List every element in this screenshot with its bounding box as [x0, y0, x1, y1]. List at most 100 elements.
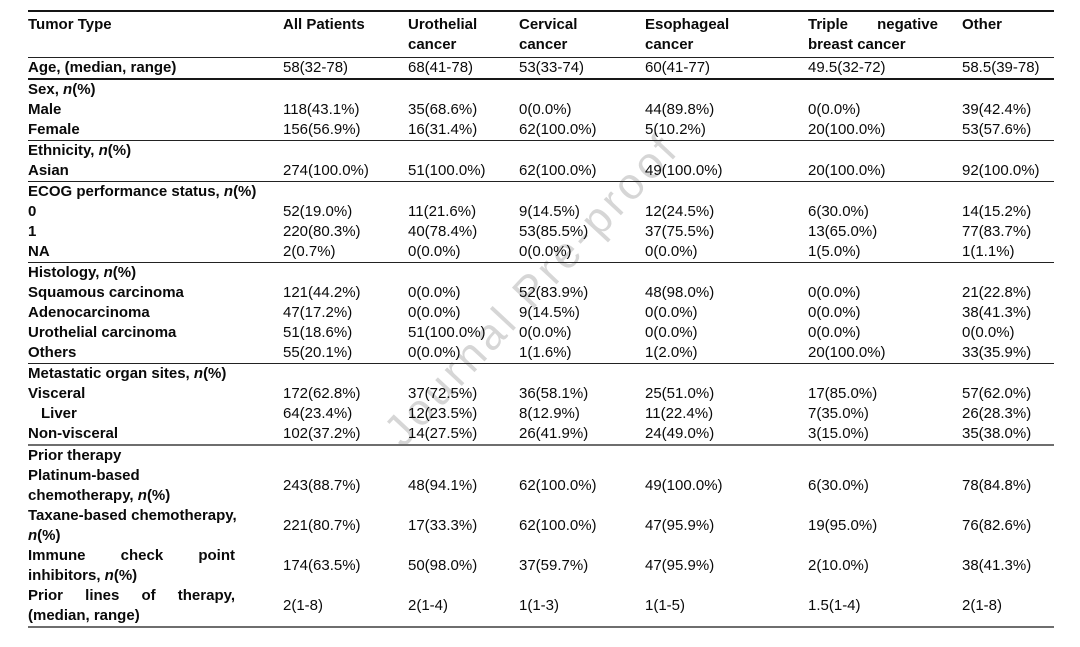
row-label: Immune check point inhibitors, n(%) — [28, 546, 283, 586]
cell-value — [645, 364, 808, 385]
cell-value: 44(89.8%) — [645, 101, 715, 118]
cell-value: 62(100.0%) — [519, 477, 597, 494]
cell-value — [808, 364, 962, 385]
cell-value — [519, 79, 645, 100]
cell-value: 9(14.5%) — [519, 304, 580, 321]
cell-value: 14(15.2%) — [962, 203, 1032, 220]
row-label: Liver — [28, 404, 283, 424]
cell-value: 37(59.7%) — [519, 557, 589, 574]
table-row: Histology, n(%) — [28, 263, 1054, 284]
cell-value: 1(1-3) — [519, 586, 645, 628]
cell-value: 118(43.1%) — [283, 101, 360, 118]
row-label: NA — [28, 242, 283, 263]
cell-value: 243(88.7%) — [283, 477, 361, 494]
cell-value: 174(63.5%) — [283, 557, 361, 574]
cell-value: 102(37.2%) — [283, 424, 408, 446]
cell-value — [519, 445, 645, 466]
label-line: Esophageal — [645, 16, 730, 33]
label-line: Immune check point — [28, 547, 235, 564]
cell-value: 121(44.2%) — [283, 284, 361, 301]
cell-value — [645, 79, 808, 100]
cell-value: 39(42.4%) — [962, 101, 1032, 118]
row-label: Prior lines of therapy, (median, range) — [28, 586, 283, 628]
row-label: Non-visceral — [28, 424, 283, 446]
cell-value: 0(0.0%) — [645, 324, 698, 341]
label-line: Age, (median, range) — [28, 59, 177, 76]
cell-value: 1.5(1-4) — [808, 586, 962, 628]
label-line: Sex, n(%) — [28, 81, 96, 98]
cell-value: 38(41.3%) — [962, 304, 1032, 321]
cell-value — [808, 141, 962, 162]
cell-value: 49.5(32-72) — [808, 57, 962, 80]
cell-value — [645, 182, 808, 203]
cell-value — [808, 263, 962, 284]
label-line: cancer — [408, 36, 457, 53]
column-header: Cervical cancer — [519, 10, 645, 58]
cell-value: 35(38.0%) — [962, 424, 1054, 446]
cell-value — [519, 263, 645, 284]
cell-value: 24(49.0%) — [645, 424, 808, 446]
cell-value: 3(15.0%) — [808, 424, 962, 446]
row-label: 1 — [28, 222, 283, 242]
row-label: Female — [28, 120, 283, 141]
cell-value: 0(0.0%) — [808, 101, 861, 118]
cell-value: 60(41-77) — [645, 57, 808, 80]
table-row: Male 118(43.1%) 35(68.6%) 0(0.0%) 44(89.8%) 0… — [28, 100, 1054, 120]
cell-value: 53(85.5%) — [519, 223, 589, 240]
cell-value — [962, 445, 1054, 466]
row-label: Histology, n(%) — [28, 263, 283, 284]
cell-value: 37(75.5%) — [645, 223, 715, 240]
cell-value — [808, 79, 962, 100]
cell-value: 47(95.9%) — [645, 557, 715, 574]
label-line: Non-visceral — [28, 425, 119, 442]
cell-value — [808, 182, 962, 203]
cell-value — [283, 263, 408, 284]
cell-value: 2(1-8) — [962, 586, 1054, 628]
cell-value: 0(0.0%) — [962, 324, 1015, 341]
cell-value: 2(1-4) — [408, 586, 519, 628]
table-row: Squamous carcinoma 121(44.2%) 0(0.0%) 52(83… — [28, 283, 1054, 303]
row-label: Platinum-based chemotherapy, n(%) — [28, 466, 283, 506]
cell-value: 33(35.9%) — [962, 343, 1054, 364]
table-header: Tumor Type All Patients Urothelial cancer Ce… — [28, 10, 1054, 58]
table-row: Visceral 172(62.8%) 37(72.5%) 36(58.1%) 25(5… — [28, 384, 1054, 404]
cell-value: 20(100.0%) — [808, 161, 962, 182]
label-line: n(%) — [28, 527, 61, 544]
cell-value — [408, 263, 519, 284]
table-row: 0 52(19.0%) 11(21.6%) 9(14.5%) 12(24.5%) 6(30… — [28, 202, 1054, 222]
cell-value — [283, 364, 408, 385]
label-line: Tumor Type — [28, 16, 112, 33]
label-line: ECOG performance status, n(%) — [28, 183, 257, 200]
label-line: Taxane-based chemotherapy, — [28, 507, 237, 524]
cell-value — [408, 445, 519, 466]
column-header: All Patients — [283, 10, 408, 58]
label-line: 0 — [28, 203, 37, 220]
table-row: Non-visceral 102(37.2%) 14(27.5%) 26(41.9%)… — [28, 424, 1054, 446]
cell-value — [962, 263, 1054, 284]
cell-value: 76(82.6%) — [962, 517, 1032, 534]
cell-value — [962, 79, 1054, 100]
cell-value: 274(100.0%) — [283, 161, 408, 182]
cell-value: 0(0.0%) — [645, 304, 698, 321]
cell-value: 47(17.2%) — [283, 304, 353, 321]
cell-value — [519, 364, 645, 385]
row-label: Ethnicity, n(%) — [28, 141, 283, 162]
label-line: Squamous carcinoma — [28, 284, 184, 301]
cell-value — [962, 141, 1054, 162]
cell-value: 38(41.3%) — [962, 557, 1032, 574]
table-row: Ethnicity, n(%) — [28, 141, 1054, 162]
cell-value — [408, 79, 519, 100]
cell-value: 62(100.0%) — [519, 517, 597, 534]
cell-value: 49(100.0%) — [645, 477, 723, 494]
cell-value: 55(20.1%) — [283, 343, 408, 364]
column-header: Tumor Type — [28, 10, 283, 58]
cell-value: 58(32-78) — [283, 57, 408, 80]
cell-value: 20(100.0%) — [808, 120, 962, 141]
cell-value: 156(56.9%) — [283, 120, 408, 141]
cell-value — [519, 182, 645, 203]
cell-value: 12(24.5%) — [645, 203, 715, 220]
table-row: Metastatic organ sites, n(%) — [28, 364, 1054, 385]
cell-value: 0(0.0%) — [808, 304, 861, 321]
cell-value: 9(14.5%) — [519, 203, 580, 220]
column-header: Triple negative breast cancer — [808, 10, 962, 58]
